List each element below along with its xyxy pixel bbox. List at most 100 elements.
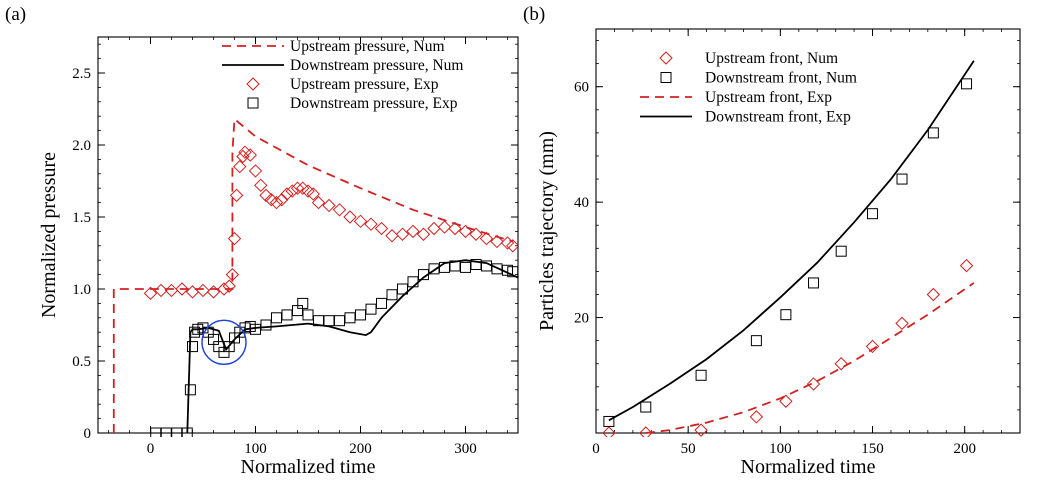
data-point <box>386 289 398 301</box>
data-point <box>297 297 309 309</box>
series-2 <box>143 145 518 301</box>
data-point <box>243 148 257 162</box>
data-point <box>222 279 236 293</box>
legend-swatch <box>246 77 260 91</box>
highlight-circle <box>201 319 247 365</box>
legend-label: Upstream front, Num <box>705 50 838 67</box>
x-axis-label: Normalized time <box>241 456 376 478</box>
data-point <box>187 341 198 353</box>
data-point <box>603 415 615 427</box>
data-point <box>143 286 158 301</box>
data-point <box>236 149 250 164</box>
data-point <box>639 426 653 437</box>
data-point <box>281 309 293 321</box>
data-point <box>506 239 518 253</box>
data-point <box>750 335 762 347</box>
y-tick-label: 2.5 <box>72 66 91 82</box>
data-point <box>416 227 431 241</box>
data-point <box>834 357 848 371</box>
data-point <box>260 319 272 331</box>
panel-b: 0 50 100 150 200 20 40 60 Normalized time Particl… <box>523 4 1021 478</box>
data-point <box>353 214 368 229</box>
data-point <box>896 173 908 185</box>
data-point <box>479 231 494 246</box>
series-1 <box>186 259 518 434</box>
panel-label: (b) <box>523 4 545 25</box>
series-0 <box>112 117 514 433</box>
legend-swatch <box>659 51 673 65</box>
data-point <box>865 339 880 354</box>
x-tick-label: 0 <box>147 441 155 457</box>
legend-swatch <box>660 72 672 83</box>
data-point <box>490 234 504 249</box>
data-point <box>364 217 378 231</box>
data-point <box>285 184 299 198</box>
data-point <box>275 193 289 207</box>
plot-area <box>112 117 518 437</box>
data-point <box>749 410 764 424</box>
data-point <box>437 220 452 234</box>
data-point <box>507 266 518 278</box>
data-point <box>640 401 652 413</box>
data-point <box>602 426 616 437</box>
data-point <box>271 312 282 324</box>
data-point <box>427 221 441 236</box>
x-tick-label: 50 <box>681 441 696 457</box>
data-point <box>280 187 294 201</box>
data-point <box>397 283 408 295</box>
x-tick-label: 300 <box>454 441 477 457</box>
series-1 <box>603 78 973 427</box>
data-point <box>290 181 305 195</box>
data-point <box>322 198 336 213</box>
series-line <box>186 259 518 434</box>
data-point <box>806 377 821 391</box>
data-point <box>206 285 221 299</box>
data-point <box>365 303 377 315</box>
plot-frame <box>595 28 1021 434</box>
legend-swatch <box>247 97 259 109</box>
y-tick-label: 1.0 <box>72 282 91 298</box>
plot-area <box>602 60 975 437</box>
data-point <box>175 282 189 296</box>
x-tick-label: 200 <box>953 441 976 457</box>
data-point <box>229 188 244 203</box>
data-point <box>254 178 268 193</box>
legend-label: Upstream pressure, Exp <box>290 76 439 93</box>
data-point <box>779 394 793 408</box>
legend: Upstream front, Num Downstream front, Num… <box>640 50 857 126</box>
x-tick-label: 200 <box>349 441 372 457</box>
data-point <box>302 309 314 321</box>
data-point <box>332 203 347 217</box>
data-point <box>185 285 200 299</box>
y-tick-label: 0.5 <box>72 354 91 370</box>
y-axis-label: Particles trajectory (mm) <box>536 131 558 331</box>
data-point <box>780 309 792 321</box>
panel-label: (a) <box>5 4 26 25</box>
data-point <box>895 316 909 331</box>
y-tick-label: 1.5 <box>72 210 91 226</box>
panel-a: 0 100 200 300 0 0.5 1.0 1.5 2.0 2.5 Normalized tim… <box>5 4 519 478</box>
data-point <box>248 164 263 178</box>
data-point <box>460 261 471 273</box>
data-point <box>469 227 483 241</box>
data-point <box>406 224 420 239</box>
data-point <box>926 287 941 302</box>
data-point <box>395 227 410 241</box>
x-tick-label: 100 <box>244 441 267 457</box>
legend-label: Upstream front, Exp <box>705 89 832 106</box>
x-tick-label: 100 <box>769 441 792 457</box>
data-point <box>311 195 326 210</box>
y-tick-label: 2.0 <box>72 138 91 154</box>
data-point <box>225 267 240 282</box>
data-point <box>323 315 335 327</box>
data-point <box>154 283 168 298</box>
data-point <box>374 221 389 236</box>
legend: Upstream pressure, Num Downstream pressur… <box>222 38 463 112</box>
series-line <box>112 117 514 433</box>
data-point <box>269 195 284 210</box>
data-point <box>184 384 196 396</box>
data-point <box>196 283 210 298</box>
y-tick-label: 0 <box>84 426 92 442</box>
plot-frame <box>97 36 519 434</box>
